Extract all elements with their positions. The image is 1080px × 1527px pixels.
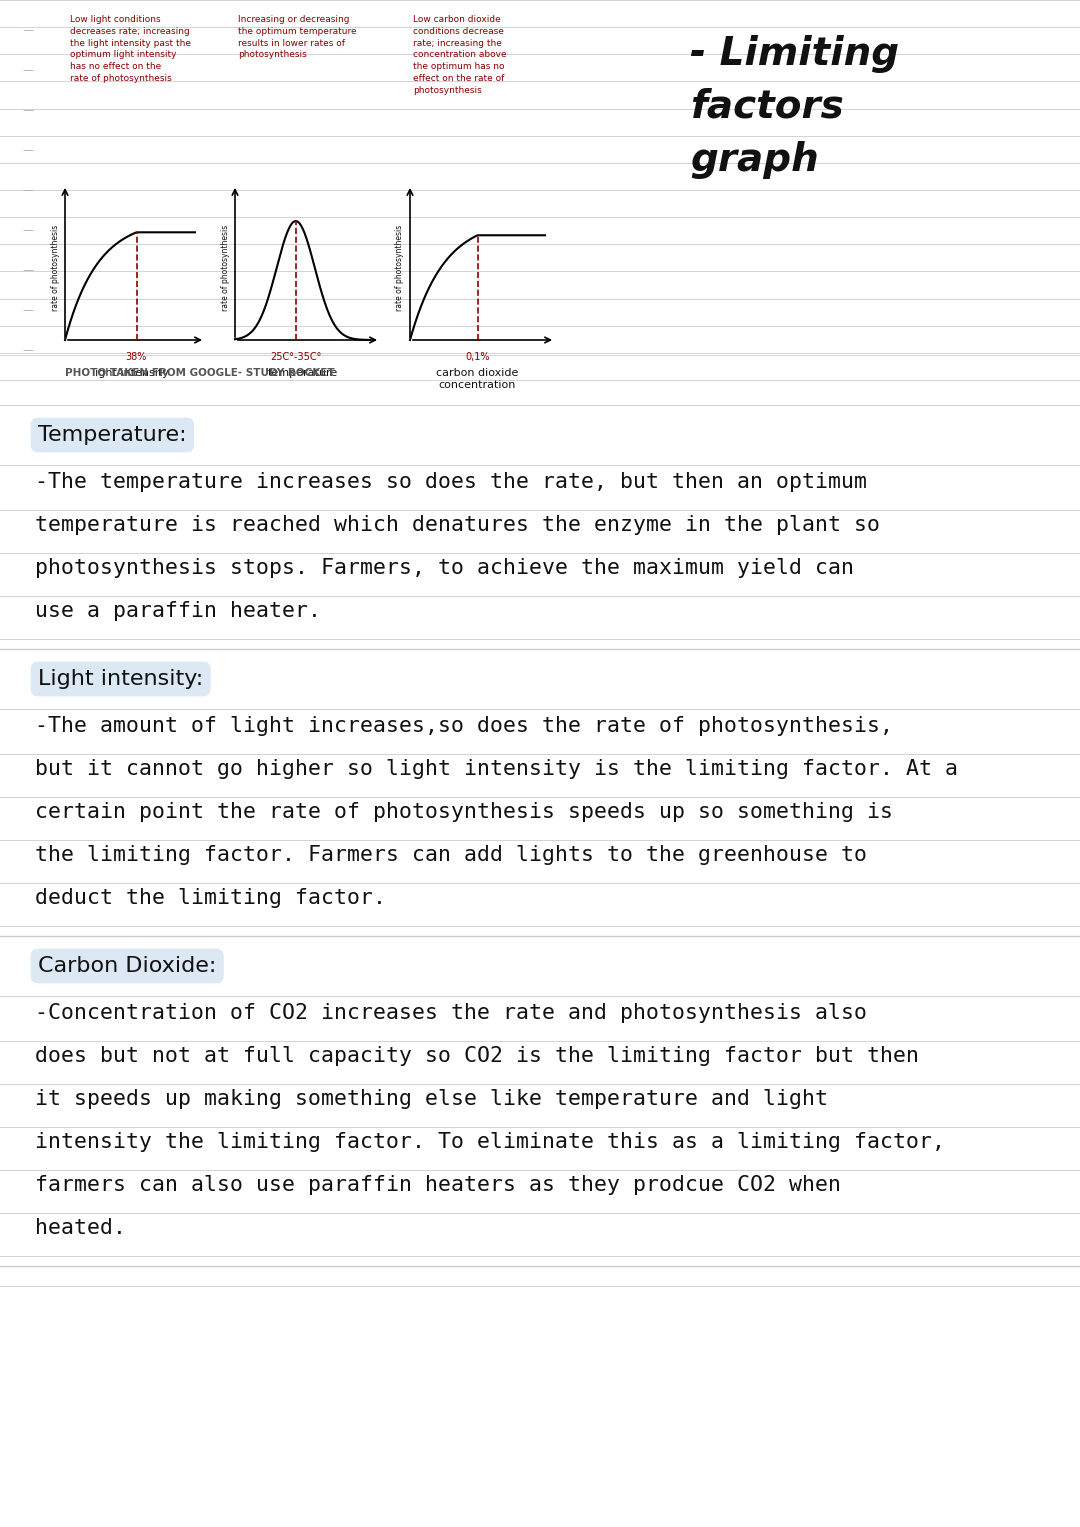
- Text: —: —: [23, 66, 33, 75]
- Text: —: —: [23, 266, 33, 275]
- Text: PHOTO TAKEN FROM GOOGLE- STUDY ROCKET: PHOTO TAKEN FROM GOOGLE- STUDY ROCKET: [65, 368, 335, 379]
- Text: does but not at full capacity so CO2 is the limiting factor but then: does but not at full capacity so CO2 is …: [35, 1046, 919, 1066]
- Text: temperature is reached which denatures the enzyme in the plant so: temperature is reached which denatures t…: [35, 515, 880, 534]
- Text: —: —: [23, 345, 33, 354]
- Text: —: —: [23, 305, 33, 315]
- Text: —: —: [23, 185, 33, 195]
- Text: Carbon Dioxide:: Carbon Dioxide:: [38, 956, 216, 976]
- Text: rate of photosynthesis: rate of photosynthesis: [395, 224, 405, 310]
- Text: rate of photosynthesis: rate of photosynthesis: [220, 224, 229, 310]
- Text: —: —: [23, 145, 33, 156]
- Text: —: —: [23, 24, 33, 35]
- Text: rate of photosynthesis: rate of photosynthesis: [51, 224, 59, 310]
- Text: 0,1%: 0,1%: [465, 353, 489, 362]
- Text: -Concentration of CO2 increases the rate and photosynthesis also: -Concentration of CO2 increases the rate…: [35, 1003, 867, 1023]
- Text: but it cannot go higher so light intensity is the limiting factor. At a: but it cannot go higher so light intensi…: [35, 759, 958, 779]
- Text: -The temperature increases so does the rate, but then an optimum: -The temperature increases so does the r…: [35, 472, 867, 492]
- Text: Increasing or decreasing
the optimum temperature
results in lower rates of
photo: Increasing or decreasing the optimum tem…: [238, 15, 356, 60]
- Text: temperature: temperature: [268, 368, 338, 379]
- Text: Low carbon dioxide
conditions decrease
rate; increasing the
concentration above
: Low carbon dioxide conditions decrease r…: [413, 15, 507, 95]
- Text: —: —: [23, 224, 33, 235]
- Text: intensity the limiting factor. To eliminate this as a limiting factor,: intensity the limiting factor. To elimin…: [35, 1132, 945, 1151]
- Text: Light intensity:: Light intensity:: [38, 669, 203, 689]
- Text: - Limiting
factors
graph: - Limiting factors graph: [690, 35, 900, 179]
- Text: 25C°-35C°: 25C°-35C°: [270, 353, 322, 362]
- Text: it speeds up making something else like temperature and light: it speeds up making something else like …: [35, 1089, 828, 1109]
- Text: use a paraffin heater.: use a paraffin heater.: [35, 602, 321, 621]
- Text: deduct the limiting factor.: deduct the limiting factor.: [35, 889, 386, 909]
- Text: 38%: 38%: [125, 353, 147, 362]
- Text: light intensity: light intensity: [92, 368, 168, 379]
- Text: photosynthesis stops. Farmers, to achieve the maximum yield can: photosynthesis stops. Farmers, to achiev…: [35, 557, 854, 579]
- Text: -The amount of light increases,so does the rate of photosynthesis,: -The amount of light increases,so does t…: [35, 716, 893, 736]
- Text: Low light conditions
decreases rate; increasing
the light intensity past the
opt: Low light conditions decreases rate; inc…: [70, 15, 191, 82]
- Text: carbon dioxide
concentration: carbon dioxide concentration: [436, 368, 518, 389]
- Text: farmers can also use paraffin heaters as they prodcue CO2 when: farmers can also use paraffin heaters as…: [35, 1174, 841, 1196]
- Text: the limiting factor. Farmers can add lights to the greenhouse to: the limiting factor. Farmers can add lig…: [35, 844, 867, 864]
- Text: heated.: heated.: [35, 1219, 126, 1238]
- Text: Temperature:: Temperature:: [38, 425, 187, 444]
- Text: certain point the rate of photosynthesis speeds up so something is: certain point the rate of photosynthesis…: [35, 802, 893, 822]
- Text: —: —: [23, 105, 33, 115]
